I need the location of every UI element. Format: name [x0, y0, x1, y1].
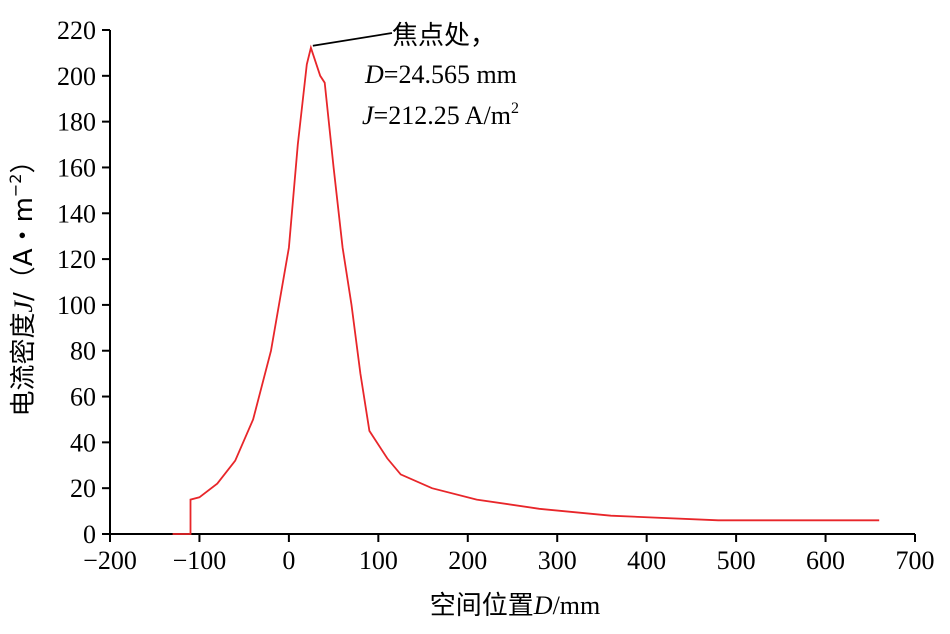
annotation-j-var: J	[362, 101, 375, 130]
y-axis-title-suffix: /（A・m	[9, 197, 39, 301]
y-tick-label: 40	[70, 428, 96, 457]
y-tick-label: 100	[57, 291, 96, 320]
annotation-line-2: D=24.565 mm	[364, 60, 517, 89]
x-axis-title-var: D	[533, 591, 553, 620]
y-ticks: 0 20 40 60 80 100 120 140 160 180 200 220	[57, 16, 110, 549]
y-axis-title: 电流密度J/（A・m−2）	[6, 147, 39, 416]
y-tick-label: 20	[70, 474, 96, 503]
y-tick-label: 160	[57, 153, 96, 182]
y-tick-label: 120	[57, 245, 96, 274]
annotation-j-sup: 2	[511, 100, 519, 117]
y-tick-label: 140	[57, 199, 96, 228]
x-ticks: −200 −100 0 100 200 300 400 500 600 700	[83, 534, 935, 575]
x-tick-label: 0	[282, 546, 295, 575]
y-axis-title-end: ）	[9, 147, 39, 173]
y-axis-title-prefix: 电流密度	[9, 313, 39, 417]
annotation-d-var: D	[364, 60, 384, 89]
y-axis-title-var: J	[9, 300, 38, 313]
y-tick-label: 0	[83, 520, 96, 549]
x-tick-label: 400	[627, 546, 666, 575]
annotation-d-value: =24.565 mm	[384, 60, 517, 89]
x-tick-label: 600	[806, 546, 845, 575]
x-axis-title-prefix: 空间位置	[430, 591, 534, 621]
x-tick-label: −200	[83, 546, 137, 575]
annotation-j-value: =212.25 A/m	[374, 101, 511, 130]
y-tick-label: 200	[57, 62, 96, 91]
y-tick-label: 180	[57, 108, 96, 137]
y-tick-label: 220	[57, 16, 96, 45]
annotation-line-1: 焦点处，	[392, 21, 496, 51]
x-tick-label: 300	[538, 546, 577, 575]
axes	[109, 30, 915, 535]
x-tick-label: 500	[717, 546, 756, 575]
series-line	[172, 44, 880, 535]
y-axis-title-sup: −2	[6, 173, 25, 197]
annotation-line-3: J=212.25 A/m2	[362, 100, 519, 130]
x-axis-title: 空间位置D/mm	[430, 591, 600, 621]
y-tick-label: 60	[70, 383, 96, 412]
x-tick-label: 700	[896, 546, 935, 575]
y-tick-label: 80	[70, 337, 96, 366]
x-tick-label: 200	[448, 546, 487, 575]
x-axis-title-suffix: /mm	[553, 591, 601, 620]
x-tick-label: −100	[173, 546, 227, 575]
annotation-leader-line	[312, 32, 393, 47]
x-tick-label: 100	[359, 546, 398, 575]
